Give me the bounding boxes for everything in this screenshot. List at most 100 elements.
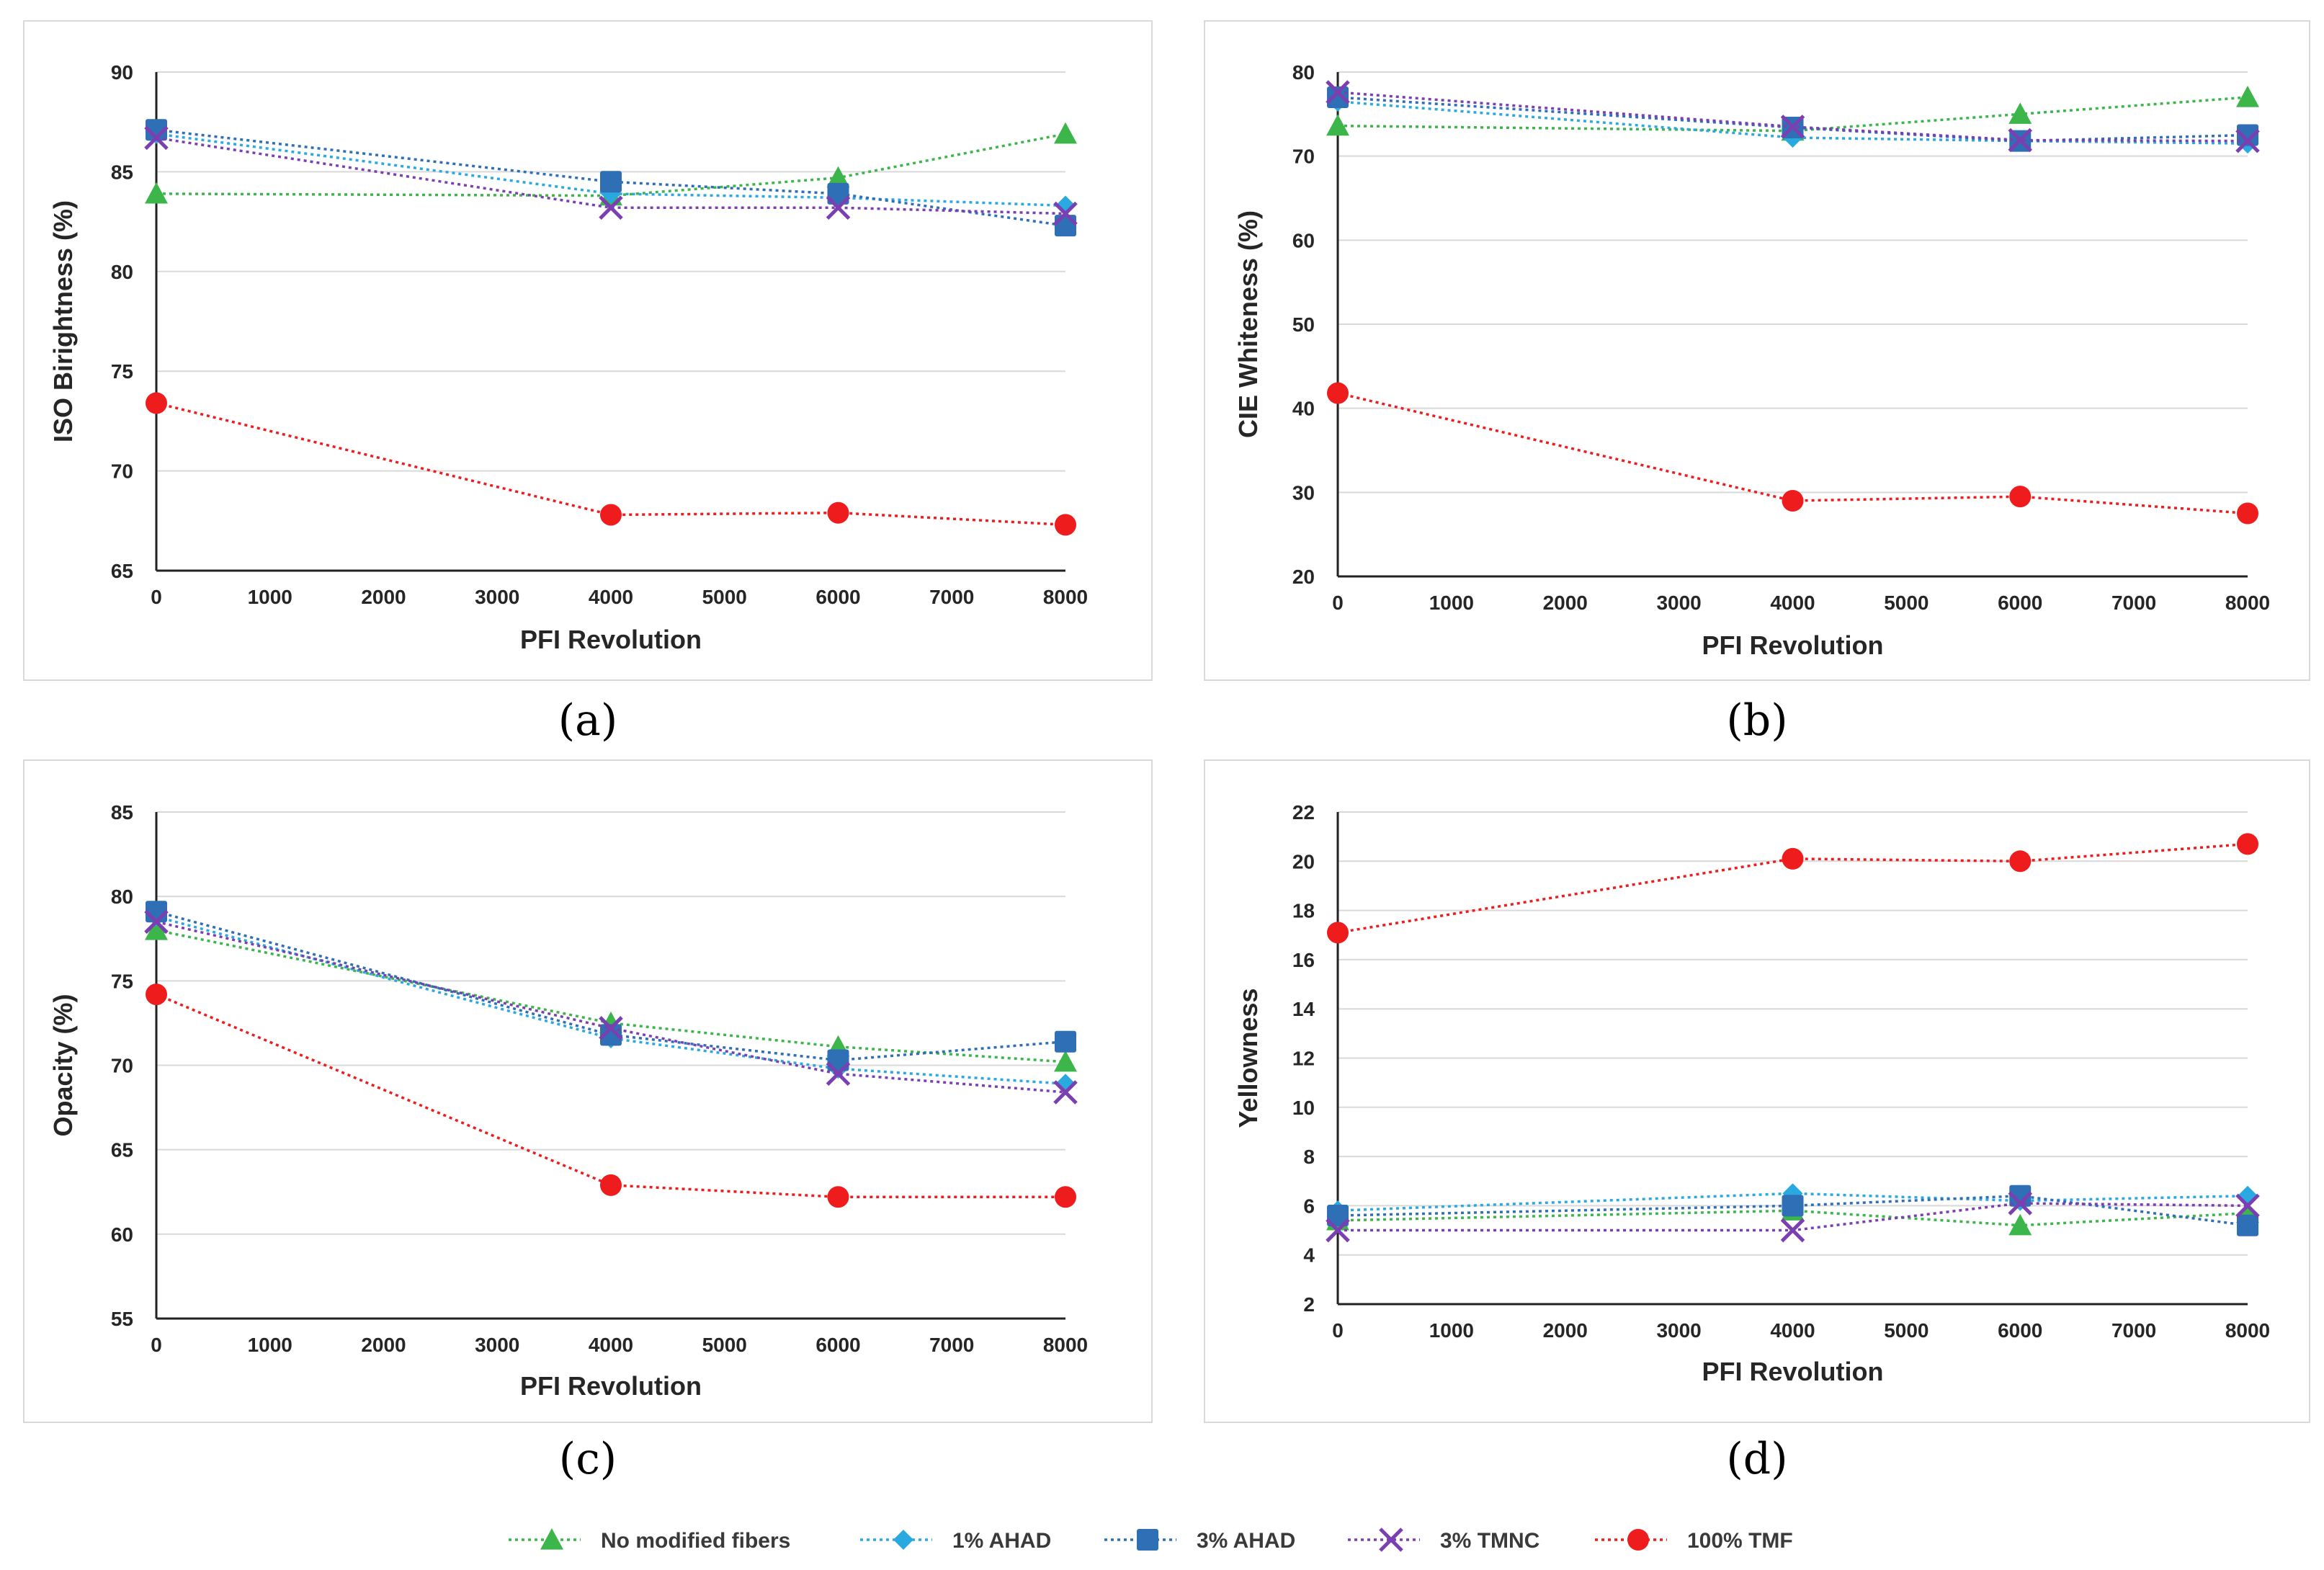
data-point-stroke-b (1780, 1218, 1805, 1243)
x-tick-label: 5000 (1884, 1319, 1929, 1342)
data-point (600, 1174, 622, 1196)
y-tick-label: 70 (111, 1055, 133, 1077)
data-point (2009, 850, 2032, 873)
x-tick-label: 8000 (2225, 592, 2270, 614)
data-point (827, 1049, 849, 1071)
series-line (156, 401, 1066, 527)
data-point (826, 166, 850, 188)
x-tick-label: 8000 (1043, 1334, 1088, 1356)
chart-frame (23, 759, 1153, 1423)
data-point-stroke-b (599, 1016, 623, 1040)
x-tick-label: 2000 (361, 586, 406, 608)
y-tick-label: 70 (111, 460, 133, 483)
y-tick-label: 2 (1303, 1293, 1315, 1316)
legend-marker (1379, 1527, 1403, 1552)
series-line (1337, 100, 2248, 145)
y-tick-label: 30 (1292, 481, 1315, 504)
panel-caption: (d) (1726, 1434, 1787, 1484)
x-axis-label: PFI Revolution (1702, 630, 1884, 660)
data-point (2008, 102, 2032, 124)
y-tick-label: 12 (1292, 1048, 1315, 1070)
y-tick-label: 60 (1292, 229, 1315, 251)
x-tick-label: 2000 (1543, 1319, 1588, 1342)
x-tick-label: 8000 (2225, 1319, 2270, 1342)
x-tick-label: 4000 (1770, 1319, 1815, 1342)
data-point (1326, 1218, 1350, 1243)
data-point (1055, 514, 1076, 536)
data-point (826, 1061, 851, 1086)
data-point (2008, 1191, 2033, 1216)
y-tick-label: 10 (1292, 1097, 1315, 1119)
y-tick-label: 80 (111, 261, 133, 283)
series-100pct-tmf (1327, 833, 2258, 944)
y-tick-label: 40 (1292, 398, 1315, 420)
legend-item-no-modified-fibers: No modified fibers (509, 1528, 790, 1553)
data-point (1053, 1080, 1078, 1105)
x-tick-label: 6000 (1998, 1319, 2042, 1342)
series-line (1337, 391, 2248, 515)
data-point (2008, 1213, 2032, 1236)
legend-marker-stroke-b (1379, 1527, 1403, 1552)
series-line (1337, 1194, 2248, 1227)
chart-panel-d: 2 4 6 8 10 12 14 16 18 20 22 0 1000 2000 3000 4000 5000 6… (1204, 759, 2310, 1423)
data-point (2008, 128, 2033, 153)
data-point (827, 1186, 849, 1208)
data-point-stroke-b (144, 909, 169, 935)
data-point (146, 119, 167, 141)
x-tick-label: 0 (151, 586, 162, 608)
legend-marker (1627, 1529, 1649, 1551)
data-point-stroke-b (1053, 201, 1078, 226)
y-axis-label: ISO Birightness (%) (48, 200, 78, 442)
data-point (2236, 86, 2259, 107)
data-point (144, 125, 169, 151)
series-line (156, 993, 1065, 1199)
data-point (2237, 833, 2258, 855)
y-tick-label: 65 (111, 560, 133, 582)
series-line (156, 915, 1066, 1086)
y-tick-label: 4 (1303, 1244, 1315, 1267)
series-3pct-tmnc (1326, 80, 2260, 153)
data-point (144, 909, 169, 935)
x-tick-label: 4000 (589, 586, 633, 608)
data-point-stroke-b (826, 1061, 851, 1086)
series-line (156, 929, 1066, 1063)
legend-label: 3% TMNC (1440, 1529, 1539, 1553)
y-tick-label: 80 (1292, 61, 1315, 84)
data-point (2235, 1193, 2260, 1218)
legend-item-1pct-ahad: 1% AHAD (860, 1529, 1051, 1553)
y-tick-label: 85 (111, 801, 133, 824)
chart-panel-b: 20 30 40 50 60 70 80 0 1000 2000 3000 4000 5000 6000 7… (1204, 20, 2310, 681)
y-tick-label: 8 (1303, 1146, 1315, 1168)
series-line (156, 133, 1066, 208)
series-3pct-tmnc (144, 125, 1078, 226)
x-tick-label: 2000 (361, 1334, 406, 1356)
x-tick-label: 2000 (1543, 592, 1588, 614)
x-tick-label: 7000 (929, 586, 974, 608)
data-point (146, 392, 167, 414)
y-tick-label: 6 (1303, 1195, 1315, 1217)
data-point (1782, 847, 1804, 870)
x-tick-label: 6000 (815, 1334, 860, 1356)
legend-label: 100% TMF (1687, 1529, 1793, 1553)
x-tick-label: 7000 (929, 1334, 974, 1356)
data-point (1782, 490, 1804, 512)
data-point-stroke-b (1053, 1080, 1078, 1105)
y-tick-label: 50 (1292, 313, 1315, 336)
series-line (1337, 1192, 2248, 1212)
x-tick-label: 0 (1332, 1319, 1344, 1342)
data-point (601, 183, 621, 204)
x-axis-label: PFI Revolution (1702, 1357, 1884, 1386)
series-100pct-tmf (1327, 382, 2258, 525)
data-point (827, 501, 849, 524)
data-point (1055, 1030, 1076, 1053)
data-point (1055, 215, 1076, 237)
y-tick-label: 75 (111, 970, 133, 992)
data-point (1782, 1195, 1804, 1217)
x-axis-label: PFI Revolution (520, 1371, 702, 1401)
data-point-stroke-b (2008, 128, 2033, 153)
legend-marker (1137, 1529, 1158, 1551)
x-tick-label: 3000 (475, 1334, 519, 1356)
panel-caption: (b) (1726, 695, 1787, 746)
data-point-stroke-b (2235, 128, 2260, 153)
data-point (145, 919, 168, 940)
